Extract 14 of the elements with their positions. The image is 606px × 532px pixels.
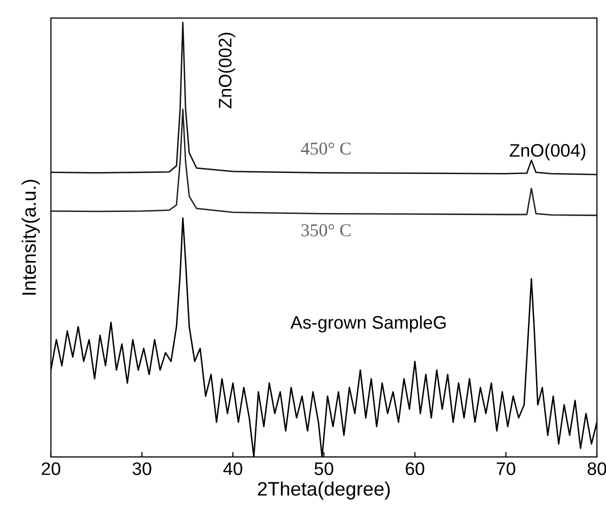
x-tick-label: 50 — [314, 462, 334, 476]
x-tick-label: 40 — [223, 462, 242, 476]
x-tick-label: 60 — [406, 462, 424, 476]
annotation: As-grown SampleG — [290, 316, 446, 332]
x-tick-label: 70 — [496, 462, 516, 476]
x-tick-label: 20 — [42, 462, 60, 476]
annotation: 450° C — [301, 142, 351, 155]
x-tick-label: 30 — [132, 462, 152, 476]
x-axis-title: 2Theta(degree) — [258, 481, 390, 500]
y-axis-title: Intensity(a.u.) — [22, 180, 40, 295]
annotation: 350° C — [302, 224, 351, 236]
annotation: ZnO(004) — [510, 144, 586, 160]
annotation: ZnO(002) — [218, 32, 236, 108]
x-tick-label: 80 — [588, 462, 606, 476]
